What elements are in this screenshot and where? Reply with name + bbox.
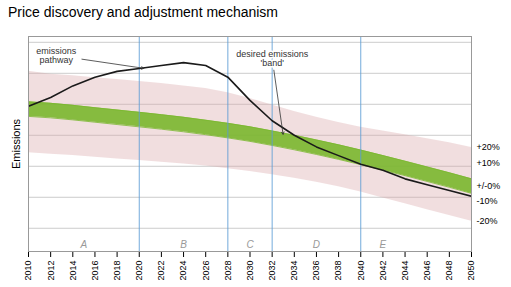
svg-text:Emissions: Emissions — [10, 118, 22, 169]
svg-text:2022: 2022 — [156, 261, 166, 281]
svg-text:C: C — [246, 239, 254, 250]
svg-text:+20%: +20% — [477, 142, 500, 152]
svg-text:2026: 2026 — [201, 261, 211, 281]
svg-text:2016: 2016 — [90, 261, 100, 281]
svg-text:E: E — [380, 239, 387, 250]
svg-text:2034: 2034 — [289, 261, 299, 281]
svg-text:2030: 2030 — [245, 261, 255, 281]
svg-text:2028: 2028 — [223, 261, 233, 281]
html-text:Price discovery and adjustment: Price discovery and adjustment mechanism — [8, 4, 278, 20]
svg-text:2050: 2050 — [466, 261, 476, 281]
svg-text:2010: 2010 — [23, 261, 33, 281]
svg-text:B: B — [180, 239, 187, 250]
svg-text:2014: 2014 — [68, 261, 78, 281]
svg-text:-10%: -10% — [477, 196, 498, 206]
svg-text:2044: 2044 — [400, 261, 410, 281]
svg-text:desired emissions'band': desired emissions'band' — [236, 49, 309, 68]
svg-text:2018: 2018 — [112, 261, 122, 281]
svg-text:2020: 2020 — [134, 261, 144, 281]
svg-text:+/-0%: +/-0% — [477, 181, 501, 191]
svg-text:D: D — [313, 239, 320, 250]
svg-text:-20%: -20% — [477, 216, 498, 226]
svg-text:2036: 2036 — [311, 261, 321, 281]
svg-text:A: A — [80, 239, 88, 250]
svg-text:2038: 2038 — [333, 261, 343, 281]
svg-text:emissionspathway: emissionspathway — [36, 46, 77, 65]
svg-text:2012: 2012 — [46, 261, 56, 281]
svg-text:2046: 2046 — [422, 261, 432, 281]
svg-text:2032: 2032 — [267, 261, 277, 281]
svg-text:+10%: +10% — [477, 158, 500, 168]
svg-text:2024: 2024 — [178, 261, 188, 281]
svg-text:2040: 2040 — [356, 261, 366, 281]
svg-text:2042: 2042 — [378, 261, 388, 281]
svg-text:2048: 2048 — [444, 261, 454, 281]
